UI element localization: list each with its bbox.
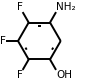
Text: OH: OH — [56, 70, 72, 80]
Text: NH₂: NH₂ — [56, 2, 76, 12]
Text: F: F — [17, 70, 23, 80]
Text: F: F — [0, 36, 6, 46]
Text: F: F — [17, 2, 23, 12]
